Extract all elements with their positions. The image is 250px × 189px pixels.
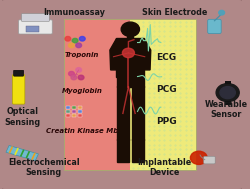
Polygon shape xyxy=(144,39,150,70)
FancyBboxPatch shape xyxy=(14,70,24,76)
Circle shape xyxy=(122,48,134,58)
Circle shape xyxy=(79,36,85,41)
Text: ECG: ECG xyxy=(156,53,176,62)
Circle shape xyxy=(68,71,74,76)
Circle shape xyxy=(78,75,84,80)
FancyBboxPatch shape xyxy=(207,19,220,34)
Bar xyxy=(72,110,76,113)
Bar xyxy=(130,19,196,170)
Bar xyxy=(64,19,130,170)
Polygon shape xyxy=(110,39,116,70)
Bar xyxy=(116,38,144,77)
Text: Skin Electrode: Skin Electrode xyxy=(142,8,207,17)
Circle shape xyxy=(68,43,74,48)
Circle shape xyxy=(65,36,70,41)
FancyBboxPatch shape xyxy=(0,0,242,189)
Bar xyxy=(72,106,76,109)
Bar xyxy=(127,35,133,39)
Text: Implantable
Device: Implantable Device xyxy=(136,158,190,177)
Bar xyxy=(78,114,82,117)
Text: PPG: PPG xyxy=(156,117,176,126)
Circle shape xyxy=(219,87,234,99)
Circle shape xyxy=(218,10,224,15)
Circle shape xyxy=(76,43,81,48)
Bar xyxy=(224,101,230,105)
Bar xyxy=(26,26,39,32)
Text: Electrochemical
Sensing: Electrochemical Sensing xyxy=(8,158,79,177)
Bar xyxy=(66,106,70,109)
Text: Immunoassay: Immunoassay xyxy=(43,8,104,17)
Text: Creatin Kinase Mb: Creatin Kinase Mb xyxy=(46,128,118,134)
Bar xyxy=(78,110,82,113)
Text: Myoglobin: Myoglobin xyxy=(62,88,102,94)
Bar xyxy=(66,110,70,113)
Bar xyxy=(78,106,82,109)
FancyBboxPatch shape xyxy=(22,14,49,21)
Polygon shape xyxy=(6,146,38,161)
Bar xyxy=(66,114,70,117)
Text: PCG: PCG xyxy=(156,85,176,94)
Circle shape xyxy=(71,75,76,80)
Text: Wearable
Sensor: Wearable Sensor xyxy=(204,100,247,119)
Bar xyxy=(117,139,128,162)
Bar xyxy=(64,19,196,170)
FancyBboxPatch shape xyxy=(12,74,25,104)
Text: Optical
Sensing: Optical Sensing xyxy=(4,108,40,127)
Bar xyxy=(72,114,76,117)
Circle shape xyxy=(190,151,206,164)
FancyBboxPatch shape xyxy=(203,156,214,164)
Bar xyxy=(117,76,143,87)
Circle shape xyxy=(121,22,139,36)
Bar xyxy=(224,81,230,84)
Circle shape xyxy=(215,84,238,102)
Bar xyxy=(132,139,143,162)
Bar xyxy=(117,86,128,140)
Bar xyxy=(132,86,143,140)
Circle shape xyxy=(76,68,81,72)
Circle shape xyxy=(72,38,78,43)
FancyBboxPatch shape xyxy=(18,20,52,34)
Text: Troponin: Troponin xyxy=(65,52,99,58)
